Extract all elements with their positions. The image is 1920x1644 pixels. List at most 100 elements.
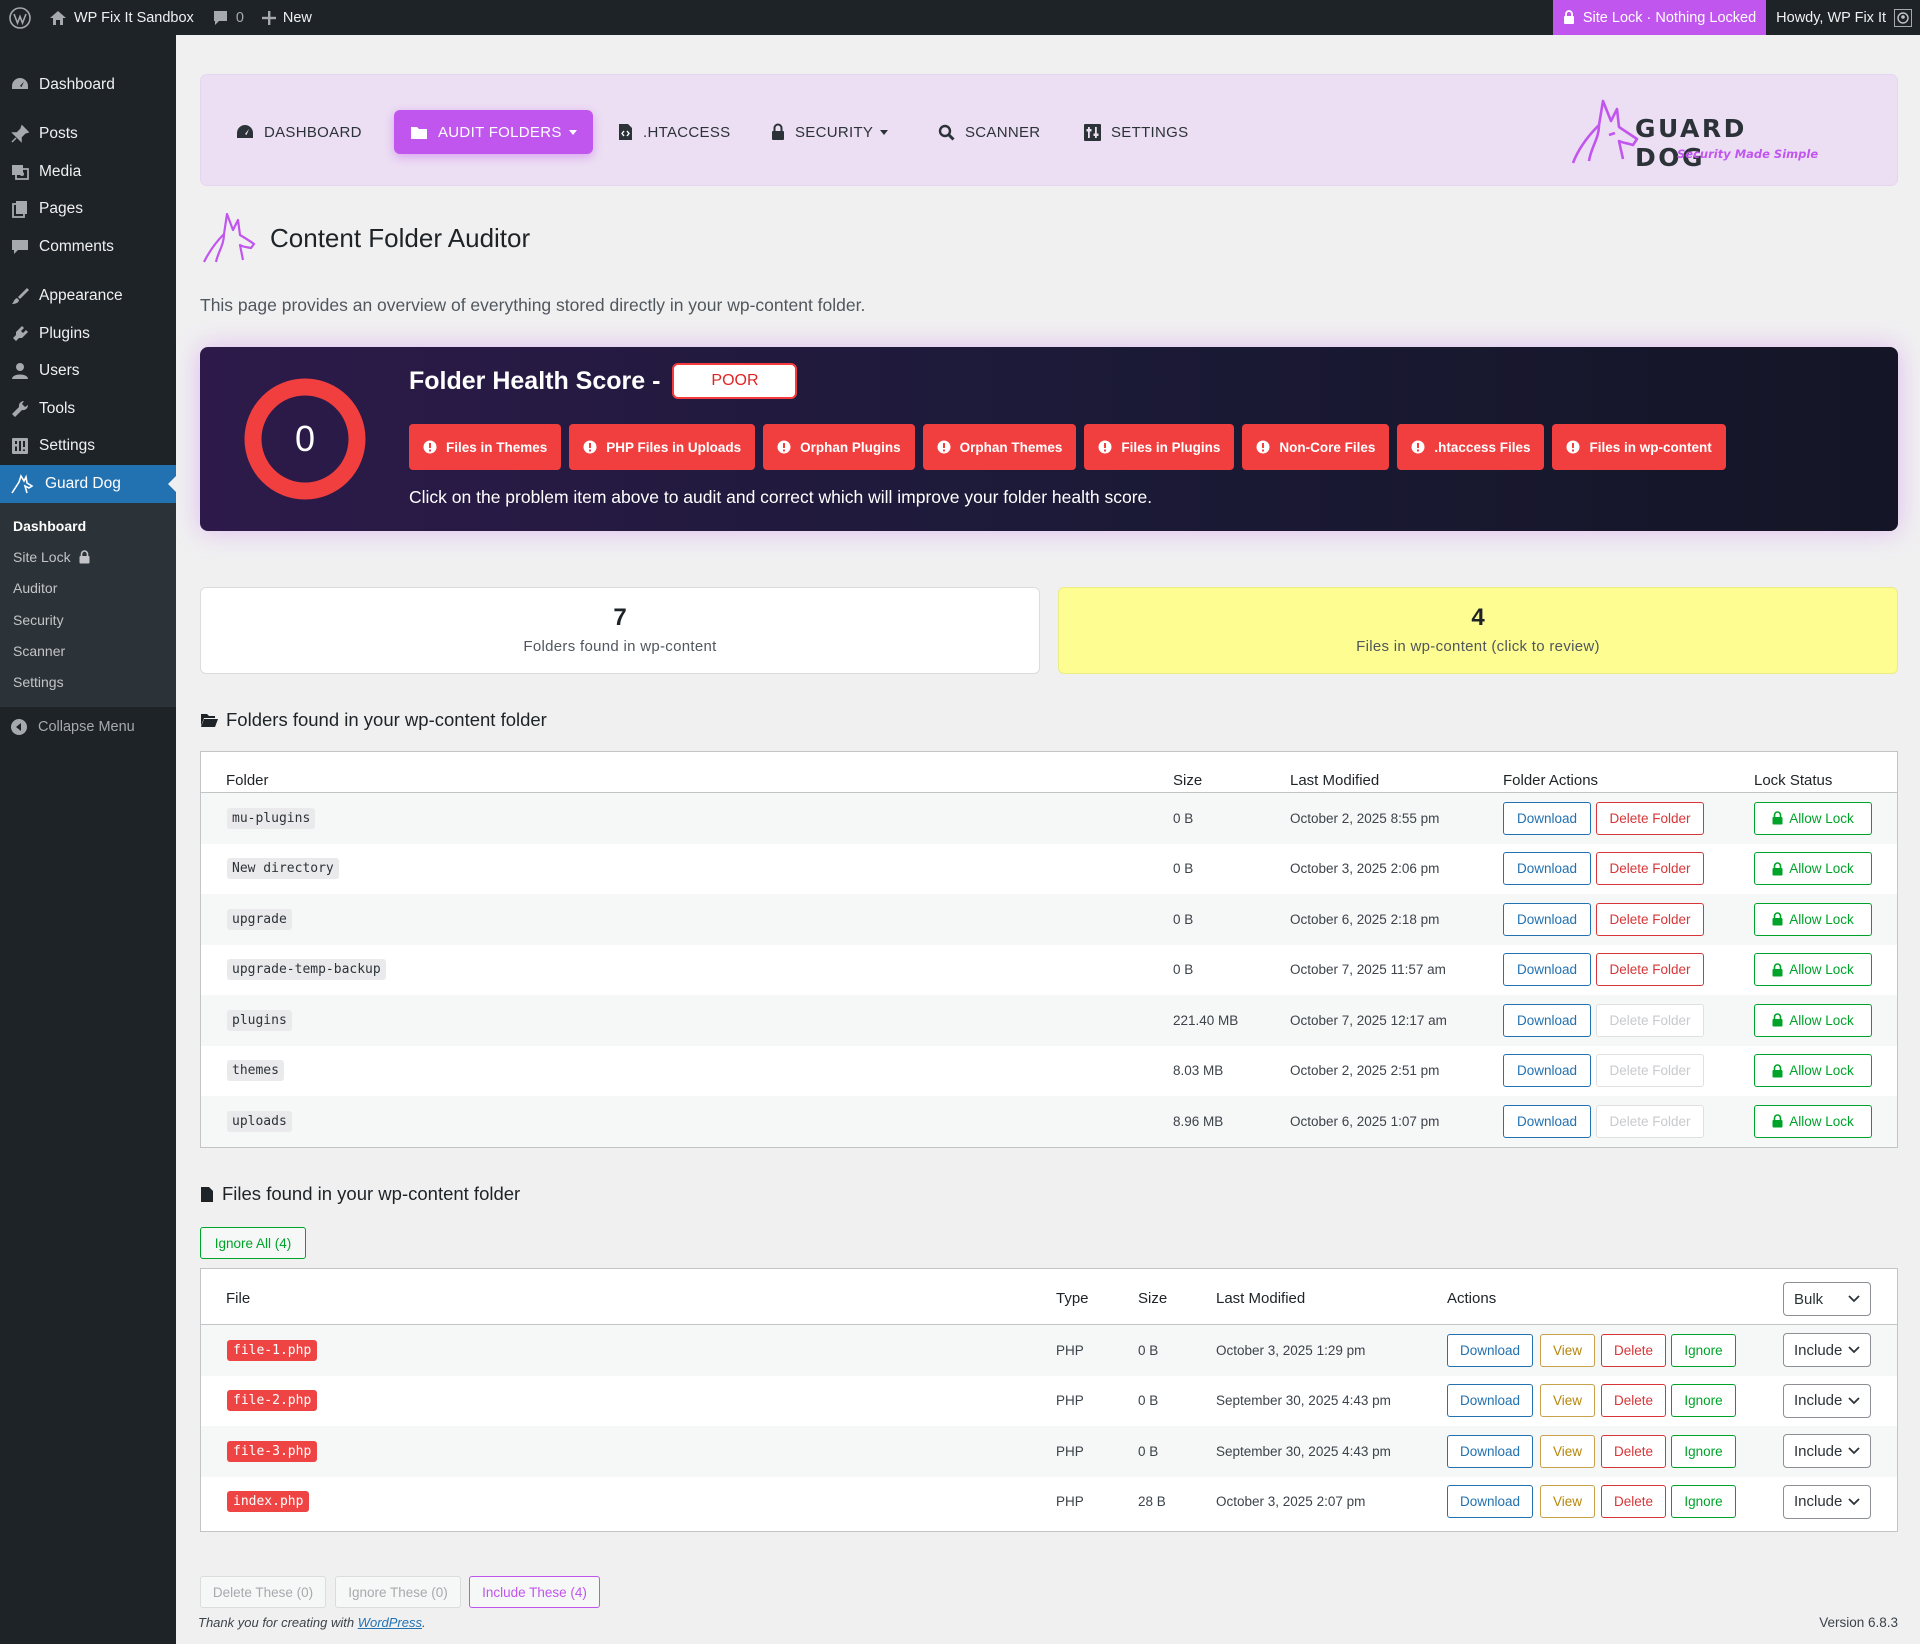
delete-folder-button[interactable]: Delete Folder <box>1596 801 1704 835</box>
nav-audit-folders[interactable]: AUDIT FOLDERS <box>394 110 593 154</box>
download-folder-button[interactable]: Download <box>1503 1054 1591 1088</box>
sidebar-item-dashboard[interactable]: Dashboard <box>0 66 176 104</box>
view-file-button[interactable]: View <box>1540 1384 1595 1418</box>
alert-circle-icon <box>423 440 437 454</box>
chevron-down-icon <box>1848 1447 1860 1455</box>
sidebar-item-appearance[interactable]: Appearance <box>0 278 176 316</box>
folder-name: upgrade <box>227 908 292 930</box>
delete-file-button[interactable]: Delete <box>1601 1333 1666 1367</box>
delete-folder-button[interactable]: Delete Folder <box>1596 1003 1704 1037</box>
ignore-file-button[interactable]: Ignore <box>1671 1384 1736 1418</box>
sidebar-item-posts[interactable]: Posts <box>0 116 176 154</box>
delete-folder-button[interactable]: Delete Folder <box>1596 852 1704 886</box>
site-lock-status[interactable]: Site Lock · Nothing Locked <box>1552 0 1767 35</box>
file-mode-select[interactable]: Include <box>1783 1383 1871 1418</box>
ignore-file-button[interactable]: Ignore <box>1671 1333 1736 1367</box>
download-folder-button[interactable]: Download <box>1503 1003 1591 1037</box>
sidebar-item-media[interactable]: Media <box>0 153 176 191</box>
sidebar-item-guard-dog[interactable]: Guard Dog <box>0 465 176 503</box>
view-file-button[interactable]: View <box>1540 1434 1595 1468</box>
download-file-button[interactable]: Download <box>1447 1485 1533 1519</box>
submenu-item-dashboard[interactable]: Dashboard <box>0 511 176 542</box>
delete-these-button[interactable]: Delete These (0) <box>200 1576 326 1608</box>
download-folder-button[interactable]: Download <box>1503 1104 1591 1138</box>
comments-count: 0 <box>235 9 244 26</box>
allow-lock-button[interactable]: Allow Lock <box>1754 1003 1872 1037</box>
download-folder-button[interactable]: Download <box>1503 902 1591 936</box>
nav-settings[interactable]: SETTINGS <box>1084 110 1188 154</box>
delete-folder-button[interactable]: Delete Folder <box>1596 1054 1704 1088</box>
delete-file-button[interactable]: Delete <box>1601 1384 1666 1418</box>
wordpress-logo-menu[interactable] <box>0 0 40 35</box>
sidebar-item-plugins[interactable]: Plugins <box>0 315 176 353</box>
home-icon <box>49 10 67 26</box>
bulk-select[interactable]: Bulk <box>1783 1282 1871 1316</box>
submenu-item-scanner[interactable]: Scanner <box>0 635 176 666</box>
delete-folder-button[interactable]: Delete Folder <box>1596 1104 1704 1138</box>
download-file-button[interactable]: Download <box>1447 1384 1533 1418</box>
delete-file-button[interactable]: Delete <box>1601 1485 1666 1519</box>
folder-open-icon <box>200 713 218 728</box>
download-folder-button[interactable]: Download <box>1503 852 1591 886</box>
download-folder-button[interactable]: Download <box>1503 801 1591 835</box>
sidebar-item-label: Posts <box>39 125 78 143</box>
new-content-menu[interactable]: New <box>253 0 321 35</box>
submenu-item-auditor[interactable]: Auditor <box>0 573 176 604</box>
problem-item-button[interactable]: Orphan Themes <box>922 424 1077 470</box>
delete-file-button[interactable]: Delete <box>1601 1434 1666 1468</box>
problem-item-button[interactable]: PHP Files in Uploads <box>569 424 756 470</box>
sidebar-item-users[interactable]: Users <box>0 353 176 391</box>
allow-lock-button[interactable]: Allow Lock <box>1754 953 1872 987</box>
allow-lock-button[interactable]: Allow Lock <box>1754 1104 1872 1138</box>
user-account-menu[interactable]: Howdy, WP Fix It <box>1766 0 1920 35</box>
sidebar-item-tools[interactable]: Tools <box>0 390 176 428</box>
include-these-button[interactable]: Include These (4) <box>469 1576 600 1608</box>
download-file-button[interactable]: Download <box>1447 1333 1533 1367</box>
delete-folder-button[interactable]: Delete Folder <box>1596 902 1704 936</box>
sidebar-item-comments[interactable]: Comments <box>0 228 176 266</box>
nav-htaccess[interactable]: .HTACCESS <box>618 110 730 154</box>
download-file-button[interactable]: Download <box>1447 1434 1533 1468</box>
allow-lock-button[interactable]: Allow Lock <box>1754 1054 1872 1088</box>
allow-lock-button[interactable]: Allow Lock <box>1754 852 1872 886</box>
submenu-item-site-lock[interactable]: Site Lock <box>0 542 176 573</box>
ignore-file-button[interactable]: Ignore <box>1671 1434 1736 1468</box>
table-row: themes 8.03 MB October 2, 2025 2:51 pm Down… <box>201 1046 1897 1097</box>
problem-item-button[interactable]: Non-Core Files <box>1242 424 1390 470</box>
problem-item-button[interactable]: Files in Themes <box>409 424 562 470</box>
nav-security[interactable]: SECURITY <box>771 110 889 154</box>
problem-list: Files in Themes PHP Files in Uploads Orpha… <box>409 424 1726 470</box>
submenu-item-security[interactable]: Security <box>0 604 176 635</box>
problem-item-button[interactable]: Orphan Plugins <box>763 424 915 470</box>
submenu-item-settings[interactable]: Settings <box>0 666 176 697</box>
delete-folder-button[interactable]: Delete Folder <box>1596 953 1704 987</box>
nav-dashboard[interactable]: DASHBOARD <box>236 110 362 154</box>
ignore-all-button[interactable]: Ignore All (4) <box>200 1227 306 1259</box>
download-folder-button[interactable]: Download <box>1503 953 1591 987</box>
sidebar-item-pages[interactable]: Pages <box>0 191 176 229</box>
collapse-menu-button[interactable]: Collapse Menu <box>0 707 176 747</box>
view-file-button[interactable]: View <box>1540 1333 1595 1367</box>
file-mode-select[interactable]: Include <box>1783 1333 1871 1368</box>
nav-scanner[interactable]: SCANNER <box>938 110 1040 154</box>
nav-label: SETTINGS <box>1111 123 1189 141</box>
alert-circle-icon <box>583 440 597 454</box>
problem-label: Orphan Themes <box>959 439 1063 455</box>
allow-lock-label: Allow Lock <box>1789 911 1854 927</box>
file-mode-select[interactable]: Include <box>1783 1434 1871 1469</box>
wordpress-link[interactable]: WordPress <box>357 1615 422 1630</box>
ignore-these-button[interactable]: Ignore These (0) <box>335 1576 461 1608</box>
site-name-menu[interactable]: WP Fix It Sandbox <box>40 0 203 35</box>
sidebar-item-settings[interactable]: Settings <box>0 428 176 466</box>
view-file-button[interactable]: View <box>1540 1485 1595 1519</box>
folder-size: 8.03 MB <box>1173 1063 1224 1079</box>
problem-item-button[interactable]: Files in Plugins <box>1084 424 1235 470</box>
files-count-card[interactable]: 4 Files in wp-content (click to review) <box>1058 587 1898 674</box>
file-mode-select[interactable]: Include <box>1783 1484 1871 1519</box>
allow-lock-button[interactable]: Allow Lock <box>1754 902 1872 936</box>
problem-item-button[interactable]: .htaccess Files <box>1397 424 1545 470</box>
allow-lock-button[interactable]: Allow Lock <box>1754 801 1872 835</box>
ignore-file-button[interactable]: Ignore <box>1671 1485 1736 1519</box>
problem-item-button[interactable]: Files in wp-content <box>1552 424 1726 470</box>
comments-menu[interactable]: 0 <box>203 0 253 35</box>
